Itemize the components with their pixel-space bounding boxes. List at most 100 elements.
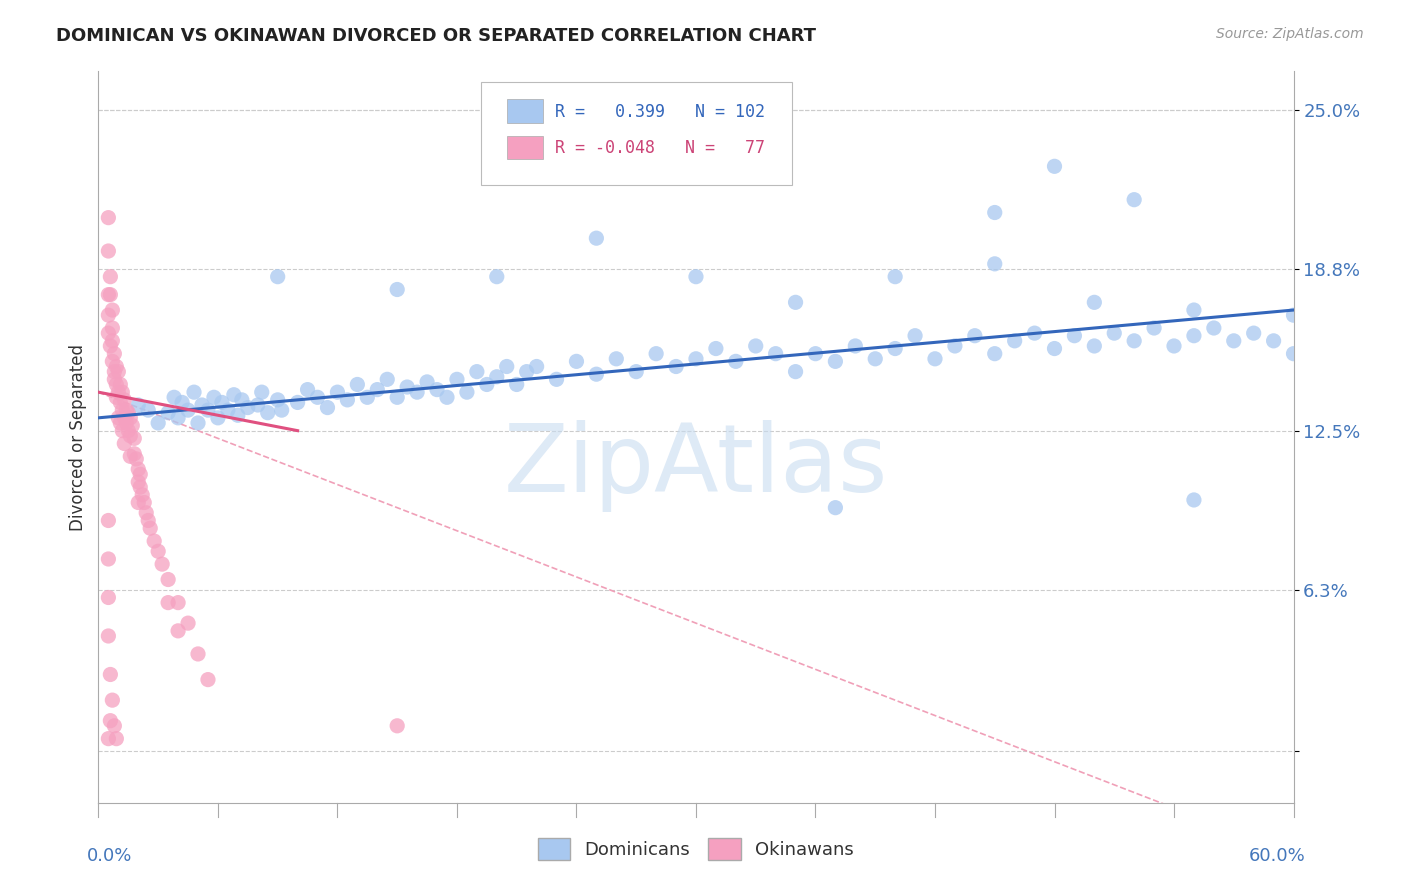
Point — [943, 339, 966, 353]
Point — [112, 392, 135, 407]
Point — [97, 552, 120, 566]
Point — [307, 390, 329, 404]
Point — [222, 388, 245, 402]
Bar — [508, 99, 543, 122]
Point — [385, 719, 409, 733]
Point — [97, 244, 120, 258]
Point — [297, 383, 319, 397]
Point — [101, 354, 124, 368]
Point — [101, 693, 124, 707]
Point — [316, 401, 339, 415]
Point — [485, 369, 508, 384]
Point — [605, 351, 627, 366]
Legend: Dominicans, Okinawans: Dominicans, Okinawans — [530, 830, 862, 867]
Point — [115, 403, 138, 417]
Point — [117, 424, 139, 438]
Point — [1123, 193, 1146, 207]
Point — [157, 596, 180, 610]
Point — [884, 342, 907, 356]
Point — [984, 346, 1007, 360]
Point — [163, 390, 186, 404]
Point — [924, 351, 946, 366]
Point — [1143, 321, 1166, 335]
FancyBboxPatch shape — [481, 82, 792, 185]
Point — [207, 410, 229, 425]
Point — [115, 416, 138, 430]
Point — [103, 346, 125, 360]
Point — [105, 377, 128, 392]
Point — [665, 359, 688, 374]
Point — [127, 475, 149, 489]
Point — [1182, 303, 1205, 318]
Point — [1123, 334, 1146, 348]
Point — [346, 377, 368, 392]
Point — [1163, 339, 1185, 353]
Point — [110, 377, 132, 392]
Point — [167, 624, 190, 638]
Point — [124, 431, 146, 445]
Point — [804, 346, 827, 360]
Point — [167, 596, 190, 610]
Point — [1263, 334, 1285, 348]
Point — [148, 544, 170, 558]
Point — [131, 488, 153, 502]
Point — [465, 365, 488, 379]
Point — [124, 447, 146, 461]
Bar — [508, 136, 543, 159]
Point — [1063, 328, 1085, 343]
Point — [183, 385, 205, 400]
Point — [585, 368, 607, 382]
Point — [107, 365, 129, 379]
Point — [685, 269, 707, 284]
Point — [565, 354, 588, 368]
Point — [1182, 328, 1205, 343]
Point — [1004, 334, 1026, 348]
Point — [177, 616, 200, 631]
Point — [416, 375, 439, 389]
Point — [111, 403, 134, 417]
Point — [127, 462, 149, 476]
Point — [824, 500, 846, 515]
Point — [211, 395, 233, 409]
Point — [1202, 321, 1225, 335]
Point — [626, 365, 648, 379]
Point — [246, 398, 269, 412]
Point — [125, 451, 148, 466]
Point — [1243, 326, 1265, 340]
Point — [267, 392, 290, 407]
Point — [98, 714, 122, 728]
Point — [101, 303, 124, 318]
Point — [97, 287, 120, 301]
Point — [143, 534, 166, 549]
Point — [127, 495, 149, 509]
Point — [129, 467, 152, 482]
Point — [187, 647, 209, 661]
Point — [1182, 492, 1205, 507]
Point — [963, 328, 986, 343]
Point — [1104, 326, 1126, 340]
Point — [157, 573, 180, 587]
Point — [824, 354, 846, 368]
Point — [506, 377, 529, 392]
Point — [685, 351, 707, 366]
Point — [157, 406, 180, 420]
Point — [904, 328, 927, 343]
Point — [865, 351, 887, 366]
Point — [103, 719, 125, 733]
Point — [197, 673, 219, 687]
Point — [984, 257, 1007, 271]
Point — [704, 342, 727, 356]
Point — [475, 377, 498, 392]
Text: R = -0.048   N =   77: R = -0.048 N = 77 — [555, 139, 765, 157]
Point — [326, 385, 349, 400]
Point — [197, 403, 219, 417]
Point — [436, 390, 458, 404]
Point — [120, 429, 142, 443]
Point — [765, 346, 787, 360]
Point — [187, 416, 209, 430]
Point — [236, 401, 259, 415]
Text: ZipAtlas: ZipAtlas — [503, 420, 889, 512]
Point — [1282, 308, 1305, 322]
Point — [1282, 346, 1305, 360]
Point — [110, 395, 132, 409]
